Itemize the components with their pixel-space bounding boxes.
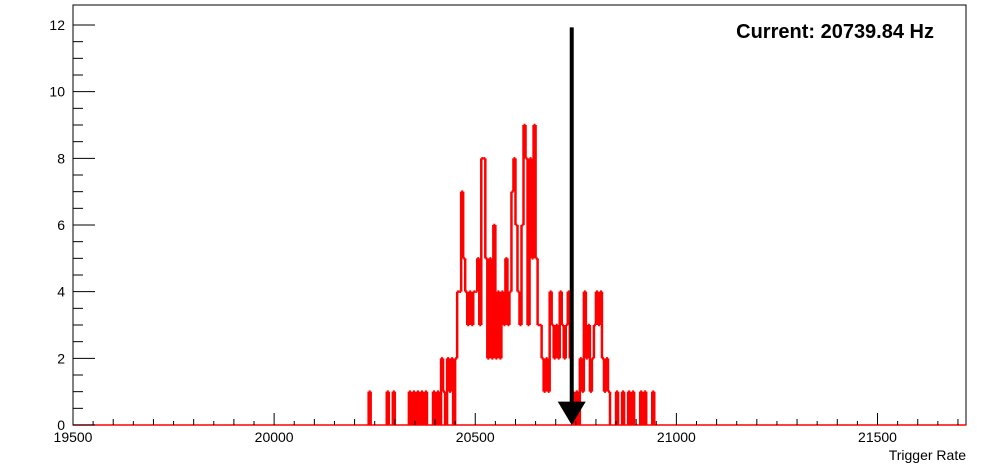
x-tick-label: 19500 [54, 429, 93, 445]
histogram-bin [564, 323, 568, 359]
histogram-bin [504, 257, 508, 325]
x-tick-label: 20000 [255, 429, 294, 445]
histogram-bin [542, 358, 546, 393]
histogram-bin [471, 290, 476, 325]
histogram-bin [560, 291, 564, 327]
y-tick-label: 10 [49, 84, 65, 100]
histogram-bin [590, 357, 594, 392]
histogram-bin [546, 358, 550, 393]
x-tick-label: 21500 [858, 429, 897, 445]
histogram-bin [534, 125, 538, 260]
y-tick-label: 6 [57, 217, 65, 233]
histogram-bin [441, 358, 446, 393]
current-arrow [557, 27, 586, 425]
histogram-bin [514, 158, 518, 227]
histogram-bin [544, 357, 548, 392]
histogram-bin [510, 190, 514, 292]
histogram-bin [528, 157, 532, 325]
arrow-head [557, 401, 586, 425]
histogram-bin [449, 357, 454, 392]
y-axis: 0 2 4 6 8 10 12 [49, 17, 95, 433]
x-tick-label: 20500 [456, 429, 495, 445]
histogram-bin [600, 291, 604, 360]
histogram-bin [508, 290, 512, 325]
histogram-bin [550, 291, 554, 327]
histogram-bin [453, 357, 458, 425]
histogram-bin [604, 357, 608, 392]
histogram-bin [540, 325, 544, 360]
histogram-bin [524, 125, 528, 160]
histogram-bin [445, 357, 450, 425]
histogram-bin [461, 191, 466, 260]
frame [72, 4, 967, 426]
y-tick-label: 0 [57, 417, 65, 433]
current-rate-annotation: Current: 20739.84 Hz [736, 21, 934, 43]
histogram-bin [592, 323, 596, 359]
histogram-bin [463, 258, 468, 293]
histogram-bin [484, 158, 488, 260]
histogram-bin [512, 157, 516, 192]
y-tick-label: 8 [57, 150, 65, 166]
histogram-bin [439, 357, 444, 425]
histogram-bin [580, 358, 584, 393]
x-tick-label: 21000 [657, 429, 696, 445]
histogram-bin [536, 258, 540, 327]
histogram-bin [606, 358, 611, 393]
histogram-bin [520, 223, 524, 325]
histogram-bin [488, 257, 492, 359]
x-axis-title: Trigger Rate [889, 447, 967, 463]
y-tick-label: 4 [57, 284, 65, 300]
histogram-bin [588, 325, 592, 393]
x-axis: 19500 20000 20500 21000 21500 [54, 413, 959, 445]
histogram-bin [447, 358, 452, 393]
histogram-bin [476, 257, 480, 292]
histogram-bin [578, 357, 582, 425]
histogram-bin [480, 157, 484, 325]
histogram-bin [455, 290, 460, 359]
y-tick-label: 12 [49, 17, 65, 33]
histogram-bin [602, 358, 606, 393]
histogram-bin [516, 225, 520, 293]
histogram-layer [73, 123, 966, 426]
y-tick-label: 2 [57, 350, 65, 366]
